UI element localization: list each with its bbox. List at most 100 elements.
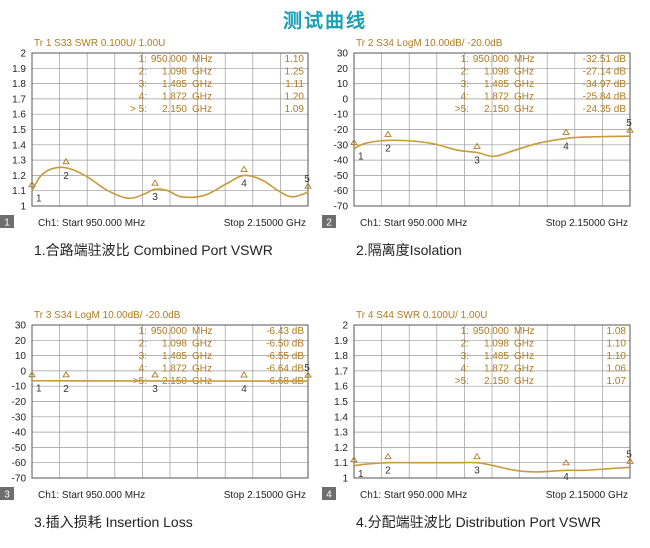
marker-table-num: >5: [455, 104, 469, 115]
marker-table-freq: 1.098 [162, 339, 187, 350]
marker-table-freq: 1.872 [162, 92, 187, 103]
footer-stop: Stop 2.15000 GHz [546, 218, 628, 229]
footer-stop: Stop 2.15000 GHz [224, 490, 306, 501]
marker-3-label: 3 [474, 155, 480, 166]
y-tick-label: 1 [342, 474, 348, 485]
marker-table-freq: 1.485 [162, 351, 187, 362]
marker-table-num: 3: [461, 79, 469, 90]
marker-table-num: 4: [461, 364, 469, 375]
marker-table-value: 1.25 [285, 67, 305, 78]
marker-4-label: 4 [563, 472, 569, 483]
y-tick-label: 20 [337, 64, 349, 75]
marker-table-value: -6.43 dB [266, 326, 304, 337]
marker-table-unit: MHz [192, 54, 213, 65]
marker-5-label: 5 [626, 118, 632, 129]
marker-2-triangle [62, 157, 70, 165]
marker-table-freq: 1.872 [162, 364, 187, 375]
panel-number-text: 2 [326, 218, 332, 229]
marker-table-freq: 1.098 [484, 67, 509, 78]
marker-2-triangle [62, 370, 70, 378]
marker-1-label: 1 [358, 469, 364, 480]
marker-table-unit: GHz [192, 79, 212, 90]
marker-2-triangle [384, 452, 392, 460]
y-tick-label: -40 [12, 428, 27, 439]
chart-panel-1: Tr 1 S33 SWR 0.100U/ 1.00U 2 1.9 1.8 1.7 1.6 1… [0, 33, 322, 238]
marker-1-triangle [28, 370, 36, 378]
marker-4-label: 4 [241, 384, 247, 395]
chart-caption: 1.合路端驻波比 Combined Port VSWR [34, 242, 273, 258]
marker-table-freq: 1.485 [484, 79, 509, 90]
marker-5-triangle [626, 126, 634, 133]
marker-table-value: -6.64 dB [266, 364, 304, 375]
marker-table-value: 1.06 [607, 364, 627, 375]
plot-frame [31, 324, 309, 479]
marker-table-num: 3: [139, 351, 147, 362]
marker-table-unit: GHz [192, 364, 212, 375]
marker-5-triangle [304, 371, 312, 378]
y-tick-label: 30 [15, 321, 27, 332]
footer-start: Ch1: Start 950.000 MHz [360, 218, 467, 229]
marker-5-label: 5 [304, 363, 310, 374]
marker-4-triangle [562, 458, 570, 466]
y-tick-label: 1.8 [334, 351, 348, 362]
marker-table-value: -6.50 dB [266, 339, 304, 350]
marker-1-triangle [350, 455, 358, 463]
y-tick-label: -50 [334, 171, 349, 182]
marker-2-label: 2 [63, 171, 69, 182]
marker-table-unit: GHz [192, 351, 212, 362]
marker-table-value: -6.55 dB [266, 351, 304, 362]
marker-1-label: 1 [358, 152, 364, 163]
y-tick-label: -70 [334, 202, 349, 213]
footer-stop: Stop 2.15000 GHz [546, 490, 628, 501]
y-tick-label: 20 [15, 336, 27, 347]
chart-svg: Tr 2 S34 LogM 10.00dB/ -20.0dB 30 20 10 0 -10… [322, 38, 634, 229]
marker-table-num: 2: [139, 339, 147, 350]
y-tick-label: 10 [15, 351, 27, 362]
marker-3-label: 3 [152, 384, 158, 395]
marker-5-triangle [304, 182, 312, 189]
marker-table-freq: 950.000 [151, 326, 188, 337]
marker-table-num: >5: [455, 376, 469, 387]
marker-table-value: -32.51 dB [583, 54, 627, 65]
marker-table-num: 3: [461, 351, 469, 362]
chart-svg: Tr 1 S33 SWR 0.100U/ 1.00U 2 1.9 1.8 1.7 1.6 1… [0, 38, 312, 229]
marker-table-value: 1.07 [607, 376, 627, 387]
marker-table-freq: 1.872 [484, 364, 509, 375]
marker-2-label: 2 [385, 143, 391, 154]
y-tick-label: 1 [20, 202, 26, 213]
marker-table-value: 1.10 [607, 351, 627, 362]
marker-5-triangle [626, 457, 634, 464]
y-tick-label: -70 [12, 474, 27, 485]
marker-table-unit: GHz [514, 339, 534, 350]
marker-5-label: 5 [304, 174, 310, 185]
marker-table-unit: GHz [514, 376, 534, 387]
plot-frame [353, 324, 631, 479]
marker-table-freq: 2.150 [484, 376, 509, 387]
footer-start: Ch1: Start 950.000 MHz [38, 218, 145, 229]
trace-header: Tr 4 S44 SWR 0.100U/ 1.00U [356, 310, 487, 321]
marker-table-freq: 2.150 [162, 104, 187, 115]
y-tick-label: 1.5 [334, 397, 348, 408]
marker-3-triangle [473, 452, 481, 460]
marker-table-num: 3: [139, 79, 147, 90]
panel-number-badge [322, 215, 336, 228]
y-tick-label: 1.5 [12, 125, 26, 136]
y-tick-label: 2 [20, 49, 26, 60]
marker-2-label: 2 [63, 384, 69, 395]
y-tick-label: -50 [12, 443, 27, 454]
marker-table-unit: GHz [192, 339, 212, 350]
marker-5-label: 5 [626, 449, 632, 460]
y-tick-label: 30 [337, 49, 349, 60]
y-tick-label: 1.3 [12, 156, 26, 167]
marker-table-unit: GHz [192, 67, 212, 78]
y-tick-label: 1.1 [12, 186, 26, 197]
y-tick-label: 1.2 [334, 443, 348, 454]
y-tick-label: 1.4 [12, 140, 26, 151]
marker-table-num: 1: [461, 54, 469, 65]
chart-caption: 3.插入损耗 Insertion Loss [34, 514, 193, 530]
marker-table-freq: 2.150 [484, 104, 509, 115]
marker-1-triangle [350, 138, 358, 146]
marker-table-value: 1.08 [607, 326, 627, 337]
footer-stop: Stop 2.15000 GHz [224, 218, 306, 229]
marker-table-value: 1.10 [607, 339, 627, 350]
